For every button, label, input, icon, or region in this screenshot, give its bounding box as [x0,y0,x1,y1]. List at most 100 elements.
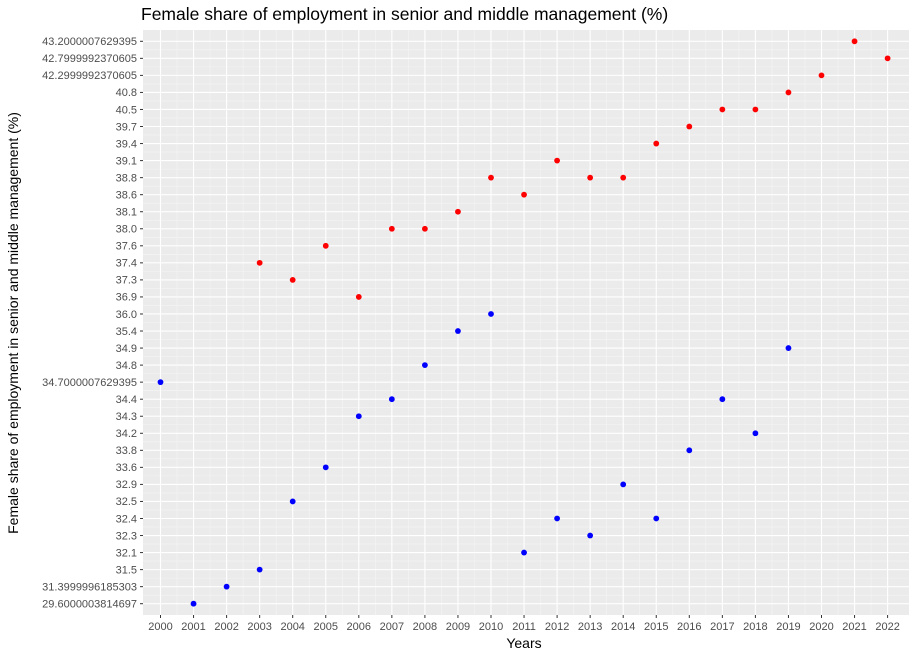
x-tick-label: 2021 [842,621,866,633]
data-point [223,583,230,590]
x-tick-label: 2014 [611,621,635,633]
x-tick-label: 2013 [578,621,602,633]
data-point [488,311,494,317]
data-point [322,242,329,249]
y-tick-label: 33.6 [116,462,137,474]
y-tick-label: 32.9 [116,479,137,491]
data-point [653,515,660,522]
data-point [818,72,825,79]
y-tick-label: 39.7 [116,121,137,133]
x-tick-label: 2009 [446,621,470,633]
y-tick-label: 33.8 [116,445,137,457]
data-point [686,123,693,130]
x-tick-label: 2010 [479,621,503,633]
x-tick-label: 2018 [743,621,767,633]
data-point [388,396,395,403]
y-tick-label: 36.9 [116,292,137,304]
y-tick-label: 37.4 [116,258,137,270]
data-point [554,515,560,522]
x-tick-label: 2016 [677,621,701,633]
y-tick-label: 37.3 [116,275,137,287]
y-axis-title: Female share of employment in senior and… [5,112,21,534]
y-tick-label: 34.4 [116,394,137,406]
x-tick-label: 2006 [347,621,371,633]
x-tick-label: 2002 [214,621,238,633]
data-point [719,106,726,113]
data-point [455,208,461,215]
data-point [587,174,594,181]
y-tick-label: 34.2 [116,428,137,440]
data-point [322,464,329,471]
data-point [752,106,759,113]
y-tick-label: 32.3 [116,530,137,542]
x-tick-label: 2007 [380,621,404,633]
data-point [752,430,759,437]
x-tick-label: 2001 [181,621,205,633]
data-point [620,174,627,181]
y-tick-label: 38.6 [116,189,137,201]
minor-gridlines [143,30,909,615]
data-point [289,498,296,505]
data-point [157,379,164,386]
data-point [719,396,726,403]
x-axis: 2000 2001 2002 2003 2004 2005 2006 2007 2008 2009… [148,615,900,633]
y-tick-label: 31.5 [116,564,137,576]
y-tick-label: 42.2999992370605 [42,70,137,82]
data-point [851,38,858,45]
data-point [355,413,362,420]
x-tick-label: 2020 [809,621,833,633]
x-tick-label: 2005 [314,621,338,633]
data-point [388,225,395,232]
y-tick-label: 38.0 [116,224,137,236]
x-tick-label: 2008 [413,621,437,633]
y-tick-label: 38.8 [116,172,137,184]
x-tick-label: 2011 [512,621,536,633]
major-gridlines [143,30,909,615]
data-point [521,191,527,198]
y-tick-label: 39.1 [116,155,137,167]
y-axis: 29.6000003814697 31.3999996185303 31.5 32.1… [42,36,143,611]
y-tick-label: 40.8 [116,87,137,99]
y-tick-label: 37.6 [116,241,137,253]
data-point [256,259,263,266]
y-tick-label: 39.4 [116,138,137,150]
data-point [488,174,494,181]
data-point [422,362,428,369]
chart-title: Female share of employment in senior and… [141,4,668,24]
x-tick-label: 2003 [247,621,271,633]
y-tick-label: 35.4 [116,326,137,338]
x-tick-label: 2017 [710,621,734,633]
y-tick-label: 29.6000003814697 [42,599,137,611]
data-point [884,55,891,62]
x-tick-label: 2022 [875,621,899,633]
data-point [785,89,792,96]
data-points [157,38,891,607]
y-tick-label: 34.9 [116,343,137,355]
x-tick-label: 2004 [280,621,304,633]
y-tick-label: 40.5 [116,104,137,116]
y-tick-label: 34.3 [116,411,137,423]
y-tick-label: 42.7999992370605 [42,53,137,65]
y-tick-label: 31.3999996185303 [42,581,137,593]
y-tick-label: 32.4 [116,513,137,525]
data-point [355,294,362,300]
x-axis-title: Years [506,635,541,651]
x-tick-label: 2012 [545,621,569,633]
x-tick-label: 2000 [148,621,172,633]
y-tick-label: 43.2000007629395 [42,36,137,48]
data-point [587,532,594,539]
data-point [422,225,428,232]
y-tick-label: 34.7000007629395 [42,377,137,389]
x-tick-label: 2015 [644,621,668,633]
data-point [256,566,263,573]
data-point [521,549,527,556]
y-tick-label: 38.1 [116,207,137,219]
data-point [289,276,296,283]
data-point [554,157,560,164]
x-tick-label: 2019 [776,621,800,633]
data-point [620,481,627,488]
data-point [653,140,660,147]
data-point [190,600,197,607]
y-tick-label: 34.8 [116,360,137,372]
